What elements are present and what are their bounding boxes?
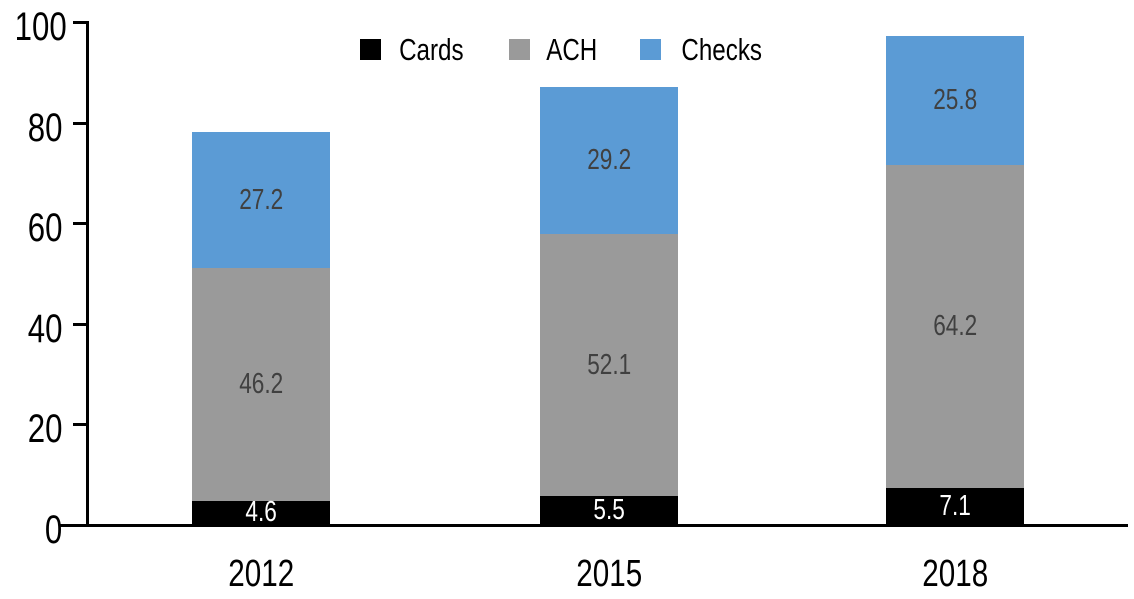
- y-tick-label-text: 0: [44, 508, 62, 552]
- legend-label: Checks: [670, 34, 773, 65]
- y-tick-mark: [73, 423, 86, 427]
- data-label: 29.2: [581, 146, 637, 175]
- data-label: 64.2: [927, 312, 983, 341]
- x-category-label: 2018: [875, 555, 1035, 593]
- bar-segment-ach: 64.2: [886, 165, 1024, 489]
- legend-item-checks: Checks: [640, 34, 773, 65]
- data-label-text: 5.5: [593, 493, 625, 526]
- y-tick-label-text: 40: [27, 306, 62, 351]
- x-category-label: 2012: [181, 555, 341, 593]
- data-label-text: 25.8: [932, 83, 978, 116]
- data-label-text: 27.2: [238, 183, 284, 216]
- legend-label: ACH: [539, 34, 604, 65]
- bar-segment-cards: 4.6: [192, 495, 330, 528]
- data-label-text: 46.2: [238, 368, 284, 401]
- data-label: 27.2: [233, 183, 289, 216]
- x-category-label: 2015: [529, 555, 689, 593]
- x-category-label-text: 2012: [228, 553, 294, 595]
- y-tick-label: 40: [0, 309, 62, 349]
- bar-segment-checks: 25.8: [886, 35, 1024, 166]
- y-tick-label: 100: [0, 7, 67, 47]
- data-label: 46.2: [233, 370, 289, 399]
- bar-2018: 25.8 64.2 7.1: [886, 35, 1024, 524]
- data-label-text: 29.2: [586, 144, 632, 177]
- y-axis: [86, 21, 89, 527]
- y-tick-mark: [73, 322, 86, 326]
- data-label-text: 52.1: [586, 348, 632, 381]
- legend-label-text: Cards: [399, 31, 464, 67]
- y-tick-label-text: 80: [27, 105, 62, 150]
- x-category-label-text: 2018: [922, 553, 988, 595]
- y-tick-label: 80: [0, 108, 62, 148]
- legend-swatch-ach-icon: [508, 38, 530, 60]
- data-label-text: 7.1: [939, 489, 971, 522]
- bar-segment-checks: 27.2: [192, 131, 330, 269]
- bar-segment-ach: 46.2: [192, 268, 330, 501]
- data-label: 52.1: [581, 348, 637, 381]
- y-tick-label: 60: [0, 208, 62, 248]
- y-tick-label-text: 20: [27, 407, 62, 452]
- legend-label: Cards: [390, 34, 473, 65]
- data-label: 7.1: [935, 489, 975, 522]
- chart-legend: Cards ACH Checks: [0, 28, 1134, 70]
- legend-item-cards: Cards: [360, 34, 473, 65]
- data-label: 5.5: [589, 493, 629, 526]
- legend-label-text: ACH: [546, 31, 598, 67]
- legend-item-ach: ACH: [508, 34, 604, 65]
- y-tick-mark: [73, 222, 86, 226]
- legend-swatch-cards-icon: [360, 38, 382, 60]
- legend-swatch-checks-icon: [640, 38, 662, 60]
- data-label-text: 64.2: [932, 310, 978, 343]
- x-axis: [60, 524, 1128, 527]
- data-label: 4.6: [241, 495, 281, 528]
- y-tick-label-text: 60: [27, 206, 62, 251]
- bar-segment-cards: 7.1: [886, 488, 1024, 524]
- data-label-text: 4.6: [245, 495, 277, 528]
- y-tick-mark: [73, 524, 86, 527]
- bar-2012: 27.2 46.2 4.6: [192, 131, 330, 528]
- legend-label-text: Checks: [681, 31, 763, 67]
- y-tick-label-text: 100: [14, 5, 67, 49]
- data-label: 25.8: [927, 83, 983, 116]
- y-tick-mark: [73, 121, 86, 125]
- bar-segment-checks: 29.2: [540, 87, 678, 235]
- bar-segment-ach: 52.1: [540, 234, 678, 497]
- bar-2015: 29.2 52.1 5.5: [540, 87, 678, 524]
- y-tick-label: 20: [0, 409, 62, 449]
- y-tick-mark: [73, 21, 86, 24]
- x-category-label-text: 2015: [576, 553, 642, 595]
- bar-segment-cards: 5.5: [540, 493, 678, 526]
- y-tick-label: 0: [0, 510, 62, 550]
